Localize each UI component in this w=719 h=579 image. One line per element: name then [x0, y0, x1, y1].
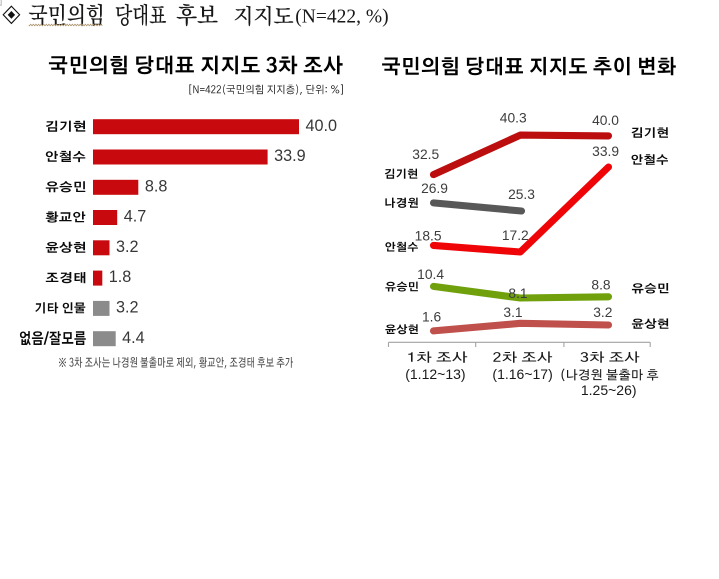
- svg-text:40.0: 40.0: [306, 117, 338, 135]
- svg-text:17.2: 17.2: [502, 228, 529, 243]
- svg-text:3.2: 3.2: [593, 305, 612, 320]
- svg-text:4.4: 4.4: [122, 329, 145, 347]
- svg-text:3.1: 3.1: [503, 305, 522, 320]
- svg-text:18.5: 18.5: [415, 228, 442, 243]
- svg-text:8.8: 8.8: [591, 277, 611, 292]
- svg-text:(N=422, %): (N=422, %): [295, 7, 388, 28]
- svg-text:33.9: 33.9: [592, 144, 619, 159]
- svg-text:40.3: 40.3: [500, 110, 527, 125]
- svg-text:25.3: 25.3: [508, 187, 535, 202]
- svg-text:1.25~26): 1.25~26): [581, 382, 637, 398]
- svg-text:4.7: 4.7: [124, 208, 147, 226]
- svg-text:8.8: 8.8: [145, 177, 168, 195]
- svg-text:26.9: 26.9: [421, 181, 448, 196]
- svg-text:3.2: 3.2: [116, 298, 139, 316]
- svg-text:40.0: 40.0: [592, 113, 619, 128]
- svg-text:10.4: 10.4: [417, 267, 444, 282]
- svg-text:32.5: 32.5: [412, 147, 439, 162]
- svg-text:(1.12~13): (1.12~13): [405, 366, 465, 382]
- svg-text:3.2: 3.2: [116, 238, 139, 256]
- svg-text:33.9: 33.9: [274, 147, 306, 165]
- svg-text:8.1: 8.1: [508, 286, 527, 301]
- svg-text:(1.16~17): (1.16~17): [492, 366, 552, 382]
- svg-text:1.8: 1.8: [109, 268, 132, 286]
- svg-text:1.6: 1.6: [422, 310, 442, 325]
